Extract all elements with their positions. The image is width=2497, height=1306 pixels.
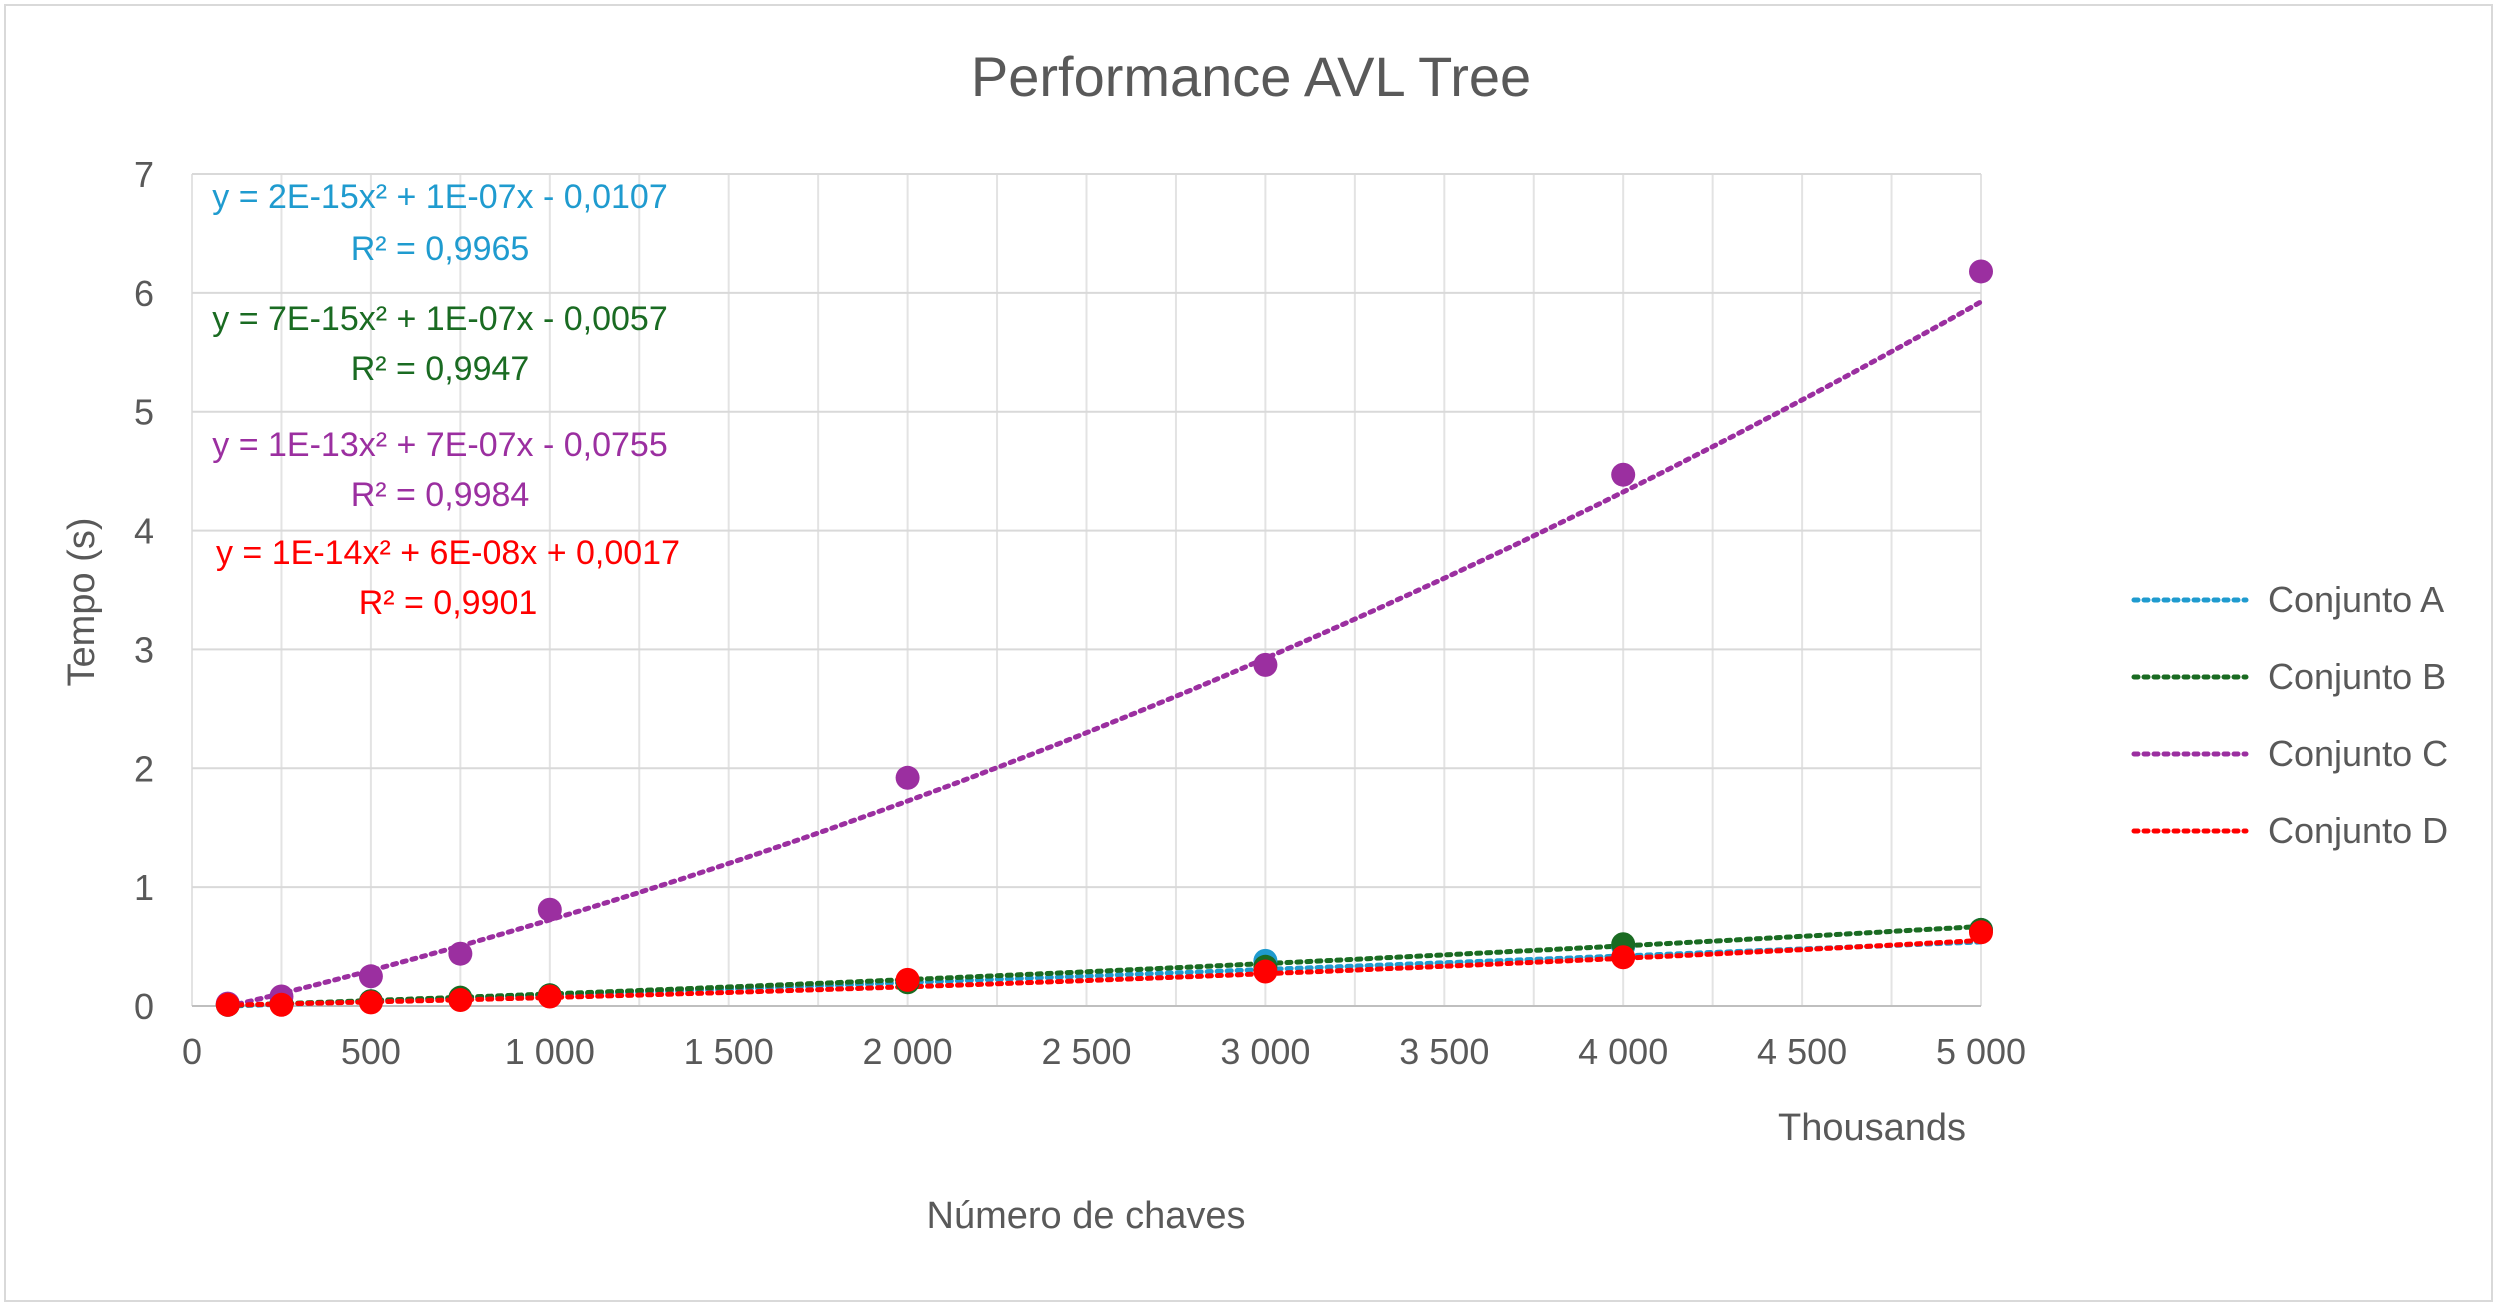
data-point-conjunto-c: [358, 964, 383, 989]
y-tick-label: 2: [134, 748, 154, 789]
legend: Conjunto A Conjunto B Conjunto C Conjunto D: [2131, 579, 2448, 851]
data-point-conjunto-d: [895, 967, 920, 992]
trendline-equations: y = 2E-15x² + 1E-07x - 0,0107 R² = 0,9965…: [212, 178, 680, 622]
trendline-equation: y = 1E-14x² + 6E-08x + 0,0017: [216, 534, 680, 572]
y-axis-label: Tempo (s): [61, 518, 103, 687]
trendline-conjunto-c: [225, 299, 1984, 1009]
y-tick-label: 3: [134, 629, 154, 670]
data-point-conjunto-c: [1253, 652, 1278, 677]
chart-svg: 0 500 1 000 1 500 2 000 2 500 3 000 3 500 4 000 4…: [61, 45, 2448, 1237]
data-point-conjunto-c: [537, 897, 562, 922]
y-tick-label: 6: [134, 273, 154, 314]
trendline-r-squared: R² = 0,9947: [351, 350, 530, 388]
trendline-conjunto-b: [225, 923, 1984, 1008]
y-tick-label: 4: [134, 511, 154, 552]
x-tick-label: 2 500: [1041, 1031, 1131, 1072]
data-point-conjunto-d: [1969, 920, 1993, 945]
x-axis-units-label: Thousands: [1778, 1107, 1966, 1149]
data-point-conjunto-d: [1611, 945, 1636, 970]
y-tick-label: 0: [134, 986, 154, 1027]
legend-label: Conjunto C: [2268, 733, 2448, 774]
x-tick-label: 1 000: [505, 1031, 595, 1072]
data-point-conjunto-c: [1969, 259, 1993, 284]
y-tick-label: 5: [134, 392, 154, 433]
x-tick-label: 3 000: [1220, 1031, 1310, 1072]
data-point-conjunto-c: [895, 765, 920, 790]
grid-layer: [191, 173, 1982, 1007]
x-tick-label: 1 500: [684, 1031, 774, 1072]
data-point-conjunto-d: [1253, 959, 1278, 984]
trendline-equation: y = 7E-15x² + 1E-07x - 0,0057: [212, 300, 667, 338]
tick-label-layer: 0 500 1 000 1 500 2 000 2 500 3 000 3 500 4 000 4…: [134, 154, 2026, 1072]
data-point-conjunto-d: [537, 984, 562, 1009]
x-tick-label: 500: [341, 1031, 401, 1072]
trendline-r-squared: R² = 0,9984: [351, 476, 530, 514]
x-tick-label: 0: [182, 1031, 202, 1072]
point-layer: [215, 259, 1993, 1017]
chart-title: Performance AVL Tree: [971, 45, 1531, 108]
legend-label: Conjunto D: [2268, 810, 2448, 851]
legend-label: Conjunto A: [2268, 579, 2444, 620]
x-tick-label: 2 000: [863, 1031, 953, 1072]
data-point-conjunto-d: [215, 992, 240, 1017]
data-point-conjunto-c: [1611, 462, 1636, 487]
x-axis-label: Número de chaves: [927, 1195, 1246, 1237]
data-point-conjunto-d: [358, 990, 383, 1015]
trendline-r-squared: R² = 0,9965: [351, 230, 530, 268]
trendline-r-squared: R² = 0,9901: [359, 584, 538, 622]
legend-label: Conjunto B: [2268, 656, 2446, 697]
trendline-layer: [225, 299, 1984, 1009]
trendline-conjunto-d: [225, 937, 1984, 1008]
y-tick-label: 1: [134, 867, 154, 908]
x-tick-label: 4 000: [1578, 1031, 1668, 1072]
trendline-equation: y = 1E-13x² + 7E-07x - 0,0755: [212, 426, 667, 464]
x-tick-label: 3 500: [1399, 1031, 1489, 1072]
y-tick-label: 7: [134, 154, 154, 195]
data-point-conjunto-c: [448, 941, 473, 966]
x-tick-label: 4 500: [1757, 1031, 1847, 1072]
trendline-equation: y = 2E-15x² + 1E-07x - 0,0107: [212, 178, 667, 216]
chart-container: 0 500 1 000 1 500 2 000 2 500 3 000 3 500 4 000 4…: [4, 4, 2493, 1302]
x-tick-label: 5 000: [1936, 1031, 2026, 1072]
data-point-conjunto-d: [269, 992, 294, 1017]
data-point-conjunto-d: [448, 988, 473, 1013]
